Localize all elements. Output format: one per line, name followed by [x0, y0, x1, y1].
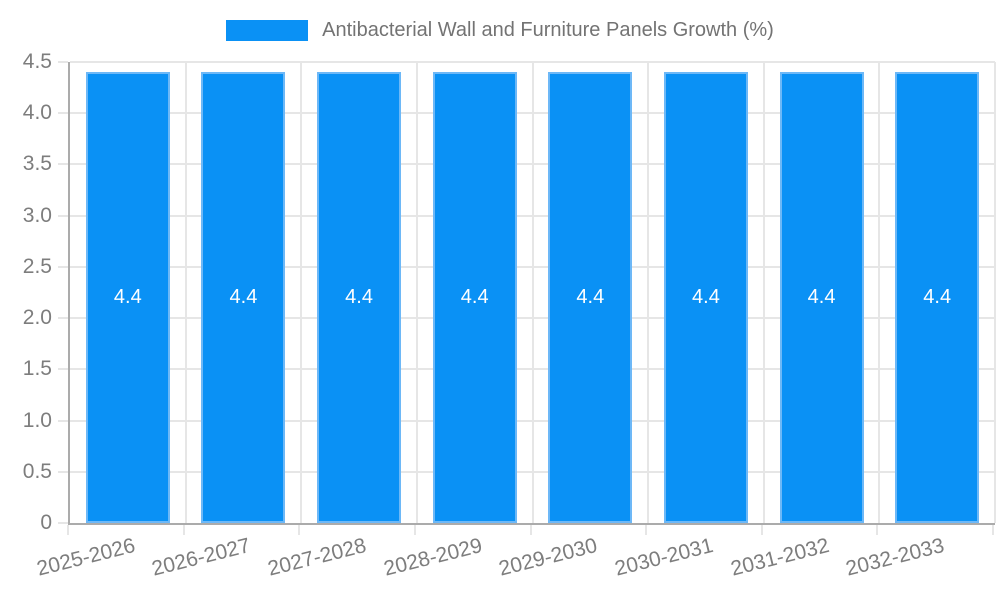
gridline-vertical — [300, 62, 303, 523]
x-tick-mark — [529, 525, 532, 535]
bar: 4.4 — [201, 72, 286, 523]
y-tick-label: 3.0 — [22, 203, 52, 227]
y-tick-label: 1.0 — [22, 408, 52, 432]
y-tick-mark — [58, 163, 68, 166]
bar: 4.4 — [317, 72, 402, 523]
bar-value-label: 4.4 — [692, 285, 720, 308]
y-tick-mark — [58, 419, 68, 422]
bar-value-label: 4.4 — [923, 285, 952, 308]
gridline-vertical — [647, 62, 650, 523]
x-tick-mark — [67, 525, 69, 535]
y-tick-label: 2.5 — [22, 254, 52, 278]
x-tick-mark — [645, 525, 648, 535]
bar-value-label: 4.4 — [229, 285, 258, 308]
y-tick-label: 0 — [40, 511, 52, 534]
y-tick-mark — [58, 470, 68, 473]
bar: 4.4 — [432, 72, 517, 523]
y-tick-label: 2.0 — [22, 306, 52, 330]
legend[interactable]: Antibacterial Wall and Furniture Panels … — [0, 18, 1000, 42]
plot-area: 4.4 4.4 4.4 4.4 4.4 4.4 4.4 4.4 — [68, 61, 996, 525]
y-tick-mark — [58, 112, 68, 115]
y-tick-label: 0.5 — [22, 459, 52, 483]
gridline-vertical — [531, 62, 534, 523]
bar: 4.4 — [548, 72, 633, 523]
gridline-vertical — [878, 62, 881, 523]
bar-value-label: 4.4 — [460, 285, 489, 308]
y-tick-mark — [58, 61, 68, 63]
bar-value-label: 4.4 — [345, 285, 373, 308]
x-tick-mark — [182, 525, 185, 535]
y-tick-mark — [58, 214, 68, 217]
y-tick-mark — [58, 368, 68, 371]
gridline-vertical — [184, 62, 187, 523]
bar-value-label: 4.4 — [576, 285, 605, 308]
y-tick-label: 3.5 — [22, 152, 52, 176]
x-tick-mark — [876, 525, 879, 535]
legend-label: Antibacterial Wall and Furniture Panels … — [322, 19, 774, 41]
y-tick-label: 1.5 — [22, 357, 52, 381]
y-tick-mark — [58, 522, 68, 524]
x-tick-mark — [413, 525, 416, 535]
gridline-vertical — [994, 62, 996, 523]
y-tick-mark — [58, 317, 68, 320]
x-tick-mark — [760, 525, 763, 535]
legend-swatch — [226, 19, 309, 41]
bar-value-label: 4.4 — [113, 285, 142, 308]
gridline-vertical — [762, 62, 765, 523]
bar-value-label: 4.4 — [807, 285, 836, 308]
bar: 4.4 — [85, 72, 170, 523]
x-tick-mark — [992, 525, 994, 535]
bar: 4.4 — [895, 72, 980, 523]
x-tick-mark — [298, 525, 301, 535]
y-tick-label: 4.0 — [22, 101, 52, 125]
bar: 4.4 — [779, 72, 864, 523]
y-tick-mark — [58, 265, 68, 268]
y-tick-label: 4.5 — [22, 50, 52, 73]
gridline-vertical — [415, 62, 418, 523]
bar: 4.4 — [663, 72, 748, 523]
